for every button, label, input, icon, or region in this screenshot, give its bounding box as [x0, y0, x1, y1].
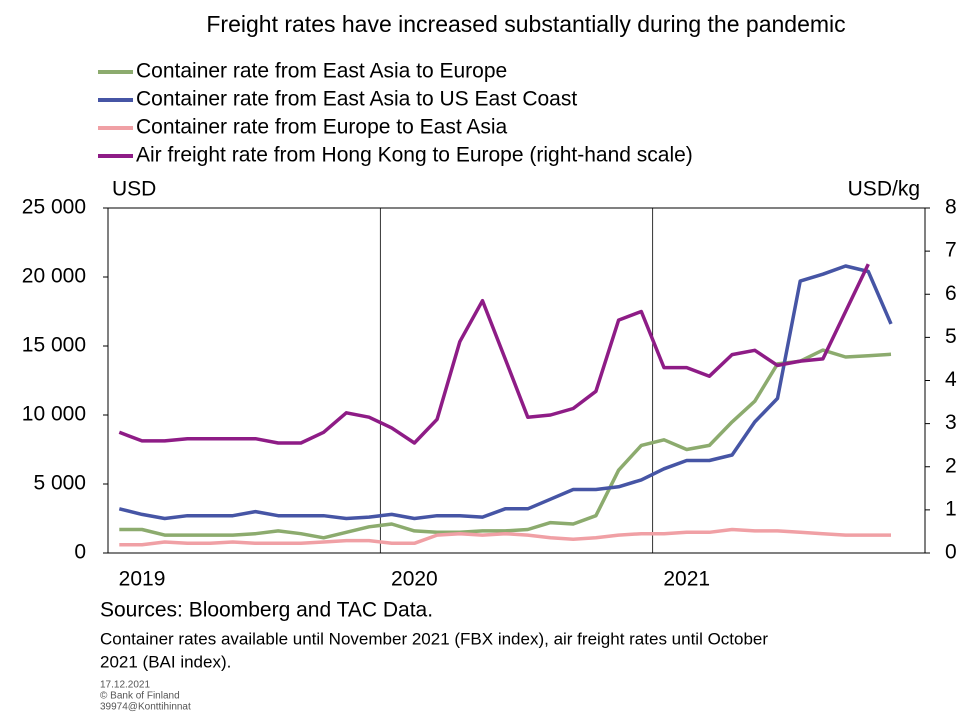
series-line: [119, 527, 891, 547]
y-tick-label: 5 000: [33, 472, 86, 495]
x-tick-label: 2020: [391, 568, 438, 591]
legend-label: Container rate from East Asia to Europe: [136, 60, 507, 83]
y-tick-label: 15 000: [22, 334, 86, 357]
series-line: [118, 263, 870, 445]
y2-tick-label: 0: [945, 541, 957, 564]
y2-tick-label: 2: [945, 454, 957, 477]
y-tick-label: 25 000: [22, 196, 86, 219]
source: Sources: Bloomberg and TAC Data.: [100, 599, 433, 622]
y2-tick-label: 5: [945, 325, 957, 348]
y-tick-label: 10 000: [22, 403, 86, 426]
plot-frame: [107, 207, 926, 554]
y-axis-label: USD: [112, 178, 156, 201]
stamp: © Bank of Finland: [100, 691, 180, 702]
y2-tick-label: 7: [945, 239, 957, 262]
stamp: 17.12.2021: [100, 680, 150, 691]
series-line: [119, 348, 892, 540]
y2-tick-label: 6: [945, 282, 957, 305]
y-tick-label: 0: [74, 541, 86, 564]
y2-tick-label: 4: [945, 368, 957, 391]
y2-axis-label: USD/kg: [848, 178, 920, 201]
x-tick-label: 2021: [663, 568, 710, 591]
legend-label: Container rate from Europe to East Asia: [136, 116, 508, 139]
y2-tick-label: 8: [945, 196, 957, 219]
x-tick-label: 2019: [119, 568, 166, 591]
note: Container rates available until November…: [100, 629, 768, 648]
y2-tick-label: 3: [945, 411, 957, 434]
legend-label: Container rate from East Asia to US East…: [136, 88, 577, 111]
legend-label: Air freight rate from Hong Kong to Europ…: [136, 144, 693, 167]
chart-title: Freight rates have increased substantial…: [206, 11, 845, 37]
note: 2021 (BAI index).: [100, 652, 231, 671]
y-tick-label: 20 000: [22, 265, 86, 288]
y2-tick-label: 1: [945, 497, 957, 520]
stamp: 39974@Konttihinnat: [100, 702, 191, 713]
series-line: [118, 264, 893, 521]
